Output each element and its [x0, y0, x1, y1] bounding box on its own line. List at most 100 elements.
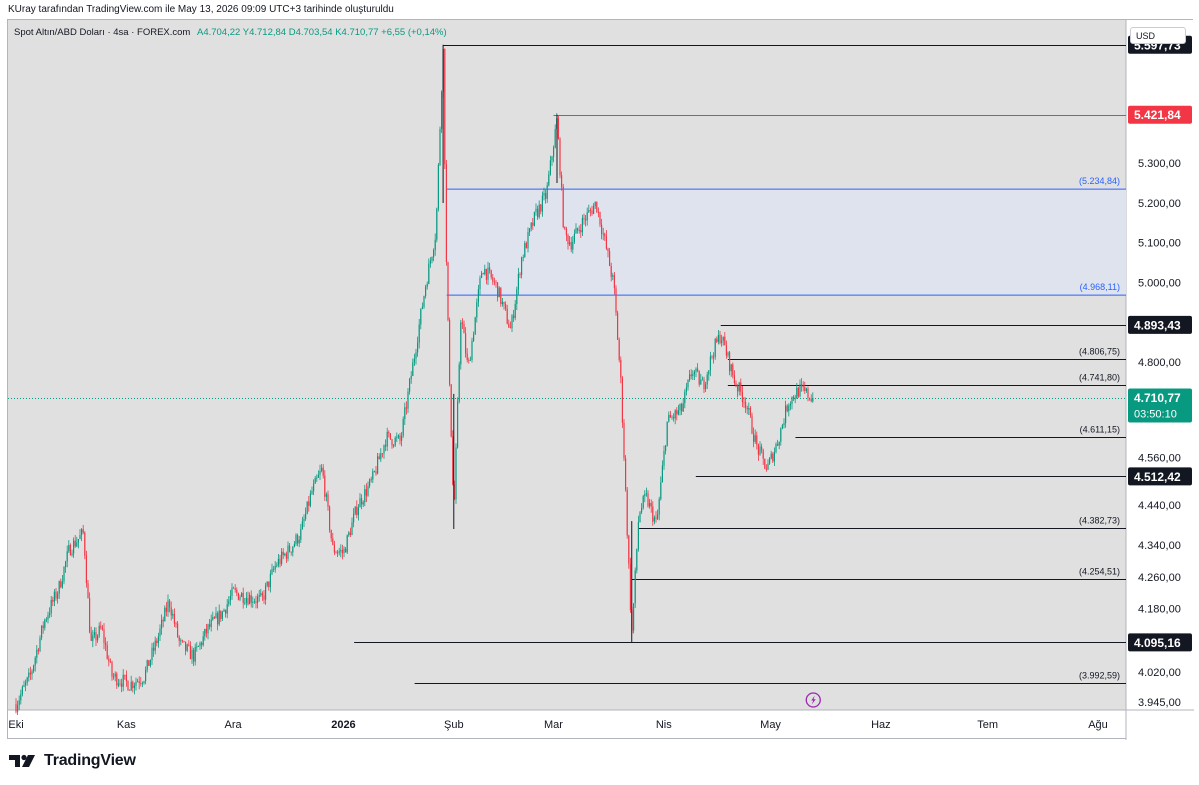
- candle-body: [802, 385, 804, 388]
- candle: [233, 586, 235, 589]
- candle: [341, 544, 343, 560]
- candle-body: [356, 506, 358, 516]
- candle-body: [125, 674, 127, 682]
- candle: [492, 273, 494, 285]
- candle: [220, 610, 222, 622]
- candle-body: [588, 210, 590, 213]
- candle-body: [717, 334, 719, 342]
- candle-body: [761, 446, 763, 451]
- candle: [607, 247, 609, 258]
- candle-body: [762, 450, 764, 459]
- candle-body: [637, 521, 639, 549]
- candle-body: [785, 405, 787, 424]
- candle-body: [769, 458, 771, 464]
- candle: [669, 410, 671, 418]
- x-tick-label-5: Mar: [544, 719, 563, 731]
- candle-body: [714, 339, 716, 357]
- candle: [252, 596, 254, 608]
- candle-body: [377, 456, 379, 474]
- candle: [277, 553, 279, 568]
- candle: [133, 682, 135, 695]
- candle: [237, 592, 239, 601]
- candle: [359, 493, 361, 508]
- x-tick-label-10: Ağu: [1088, 719, 1108, 731]
- candle: [26, 676, 28, 686]
- candle: [495, 279, 497, 288]
- candle: [660, 476, 662, 501]
- y-tick-label-11: 3.945,00: [1138, 697, 1181, 709]
- y-tick-label-1: 5.200,00: [1138, 198, 1181, 210]
- candle: [612, 272, 614, 281]
- candle: [514, 300, 516, 321]
- currency-button[interactable]: USD: [1130, 27, 1186, 44]
- candle: [127, 680, 129, 691]
- candle-body: [26, 677, 28, 683]
- candle: [641, 503, 643, 515]
- candle-body: [21, 686, 23, 695]
- candle-body: [677, 410, 679, 415]
- chart-svg[interactable]: (5.234,84) (4.968,11) (4.806,75) (4.741,80…: [8, 20, 1194, 740]
- candle: [666, 421, 668, 447]
- candle-body: [407, 391, 409, 409]
- candle: [317, 470, 319, 478]
- candle: [439, 126, 441, 167]
- candle-body: [357, 507, 359, 516]
- candle-body: [316, 477, 318, 479]
- candle: [743, 397, 745, 409]
- candle-body: [453, 484, 455, 500]
- candle-body: [759, 446, 761, 455]
- candle: [487, 261, 489, 286]
- candle: [101, 624, 103, 631]
- candle-body: [321, 467, 323, 471]
- candle: [597, 207, 599, 218]
- candle-body: [285, 553, 287, 559]
- candle-body: [63, 567, 65, 582]
- candle: [581, 214, 583, 237]
- candle-body: [333, 544, 335, 553]
- candle: [412, 358, 414, 377]
- candle-body: [618, 339, 620, 360]
- candle: [389, 433, 391, 441]
- candle-body: [284, 553, 286, 556]
- candle-body: [746, 407, 748, 410]
- candle-body: [705, 384, 707, 390]
- chart-frame[interactable]: (5.234,84) (4.968,11) (4.806,75) (4.741,80…: [7, 19, 1194, 740]
- candle: [429, 257, 431, 268]
- candle: [682, 398, 684, 412]
- candle: [209, 619, 211, 630]
- candle-body: [241, 592, 243, 597]
- candle: [644, 490, 646, 503]
- candle-body: [577, 227, 579, 231]
- candle-body: [793, 396, 795, 399]
- candle-body: [18, 700, 20, 706]
- candle: [455, 443, 457, 504]
- candle-body: [218, 610, 220, 625]
- candle-body: [450, 384, 452, 437]
- candle-body: [141, 682, 143, 684]
- candle-body: [89, 598, 91, 633]
- tradingview-brand[interactable]: TradingView: [9, 752, 136, 770]
- candle-body: [657, 514, 659, 519]
- candle: [281, 548, 283, 566]
- candle-body: [98, 625, 100, 636]
- candle: [708, 370, 710, 381]
- candle: [759, 441, 761, 456]
- candle-body: [465, 333, 467, 354]
- candle: [61, 575, 63, 589]
- candle-body: [786, 405, 788, 412]
- candle-body: [367, 486, 369, 496]
- candle: [761, 443, 763, 454]
- candle: [298, 535, 300, 548]
- candle: [137, 678, 139, 683]
- candle-body: [479, 277, 481, 290]
- candle-body: [741, 391, 743, 403]
- candle: [498, 286, 500, 298]
- candle: [757, 443, 759, 461]
- candle: [21, 685, 23, 697]
- candle-body: [605, 236, 607, 249]
- price-tag-4: 4.095,16: [1128, 633, 1192, 652]
- candle: [241, 592, 243, 598]
- candle-body: [716, 339, 718, 342]
- candle-body: [690, 374, 692, 377]
- candle: [549, 155, 551, 176]
